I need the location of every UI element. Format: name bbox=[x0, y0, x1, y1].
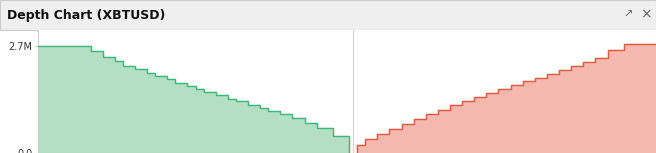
Text: Depth Chart (XBTUSD): Depth Chart (XBTUSD) bbox=[7, 9, 165, 22]
Text: ×: × bbox=[640, 8, 651, 22]
Text: ↗: ↗ bbox=[624, 9, 633, 19]
